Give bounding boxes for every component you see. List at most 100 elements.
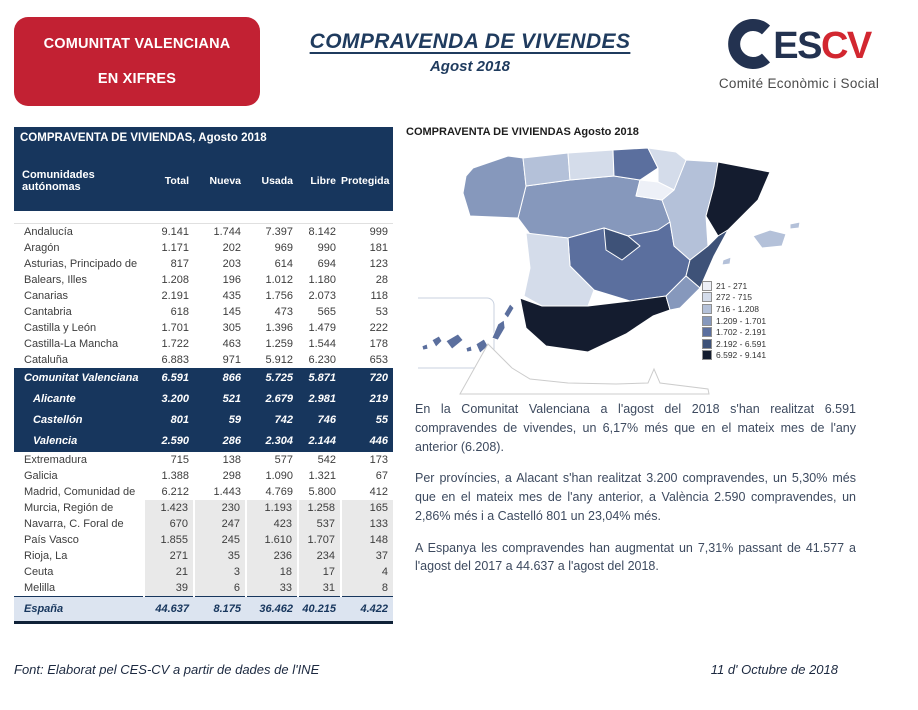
value-cell: 446 [341, 431, 393, 452]
value-cell: 999 [369, 225, 388, 238]
legend-swatch [702, 327, 712, 338]
cescv-logo: ES CV Comité Econòmic i Social [703, 18, 895, 91]
value-cell: 521 [194, 389, 246, 410]
value-cell: 247 [193, 516, 246, 532]
value-cell: 653 [369, 353, 388, 366]
footer-date: 11 d' Octubre de 2018 [710, 662, 838, 677]
value-cell: 234 [297, 548, 341, 564]
value-cell: 3 [193, 564, 246, 580]
region-name-cell: Cataluña [24, 353, 69, 366]
table-row: Valencia 2.590 286 2.304 2.144 446 [14, 431, 393, 452]
region-name-cell: Canarias [24, 289, 69, 302]
value-cell: 1.012 [265, 273, 293, 286]
value-cell: 1.321 [308, 469, 336, 482]
region-name-cell: Cantabria [24, 305, 72, 318]
value-cell: 2.981 [298, 389, 341, 410]
value-cell: 40.215 [298, 596, 341, 623]
value-cell: 2.304 [246, 431, 298, 452]
value-cell: 971 [222, 353, 241, 366]
table-row: Comunitat Valenciana 6.591 866 5.725 5.871 72… [14, 368, 393, 389]
value-cell: 866 [194, 368, 246, 389]
map-region-canarias [465, 345, 473, 353]
value-cell: 2.590 [144, 431, 194, 452]
region-name-cell: Andalucía [24, 225, 73, 238]
table-gap-row [14, 211, 393, 224]
value-cell: 31 [297, 580, 341, 597]
value-cell: 6.883 [161, 353, 189, 366]
region-name-cell: Navarra, C. Foral de [24, 517, 124, 530]
housing-sales-table-panel: COMPRAVENTA DE VIVIENDAS, Agosto 2018 Co… [14, 127, 393, 624]
region-name-cell: Comunitat Valenciana [14, 368, 144, 389]
value-cell: 165 [340, 500, 393, 516]
legend-item: 272 - 715 [702, 292, 766, 304]
table-row: Castellón 801 59 742 746 55 [14, 410, 393, 431]
legend-swatch [702, 338, 712, 349]
value-cell: 715 [170, 453, 189, 466]
value-cell: 9.141 [161, 225, 189, 238]
table-row: Castilla y León 1.701 305 1.396 1.479 222 [14, 320, 393, 336]
value-cell: 1.722 [161, 337, 189, 350]
column-header: Libre [298, 150, 341, 211]
value-cell: 435 [222, 289, 241, 302]
table-row: Murcia, Región de 1.423 230 1.193 1.258 165 [14, 500, 393, 516]
table-title: COMPRAVENTA DE VIVIENDAS, Agosto 2018 [14, 127, 393, 150]
value-cell: 55 [341, 410, 393, 431]
value-cell: 1.707 [297, 532, 341, 548]
table-row: Alicante 3.200 521 2.679 2.981 219 [14, 389, 393, 410]
region-name-cell: Murcia, Región de [24, 501, 114, 514]
region-badge: COMUNITAT VALENCIANA EN XIFRES [14, 17, 260, 106]
value-cell: 138 [222, 453, 241, 466]
value-cell: 2.073 [308, 289, 336, 302]
map-region-balears-ibiza [721, 256, 732, 266]
value-cell: 173 [369, 453, 388, 466]
legend-label: 2.192 - 6.591 [716, 338, 767, 349]
value-cell: 4 [340, 564, 393, 580]
value-cell: 1.544 [308, 337, 336, 350]
value-cell: 1.171 [161, 241, 189, 254]
table-row: Extremadura 715 138 577 542 173 [14, 452, 393, 468]
value-cell: 746 [298, 410, 341, 431]
legend-item: 716 - 1.208 [702, 303, 766, 315]
value-cell: 133 [340, 516, 393, 532]
value-cell: 67 [375, 469, 388, 482]
table-row: País Vasco 1.855 245 1.610 1.707 148 [14, 532, 393, 548]
value-cell: 59 [194, 410, 246, 431]
legend-label: 6.592 - 9.141 [716, 350, 767, 361]
value-cell: 3.200 [144, 389, 194, 410]
value-cell: 1.259 [265, 337, 293, 350]
region-name-cell: Balears, Illes [24, 273, 87, 286]
value-cell: 990 [317, 241, 336, 254]
map-region-canarias [491, 319, 506, 341]
table-row: Ceuta 21 3 18 17 4 [14, 564, 393, 580]
region-name-cell: Castilla-La Mancha [24, 337, 119, 350]
value-cell: 1.744 [213, 225, 241, 238]
map-region-canarias [431, 335, 443, 348]
value-cell: 1.396 [265, 321, 293, 334]
map-region-galicia [462, 155, 527, 219]
table-row: Canarias 2.191 435 1.756 2.073 118 [14, 288, 393, 304]
map-region-cantabria [567, 149, 615, 181]
map-region-madrid [603, 227, 641, 261]
table-row: Asturias, Principado de 817 203 614 694 123 [14, 256, 393, 272]
logo-es-text: ES [773, 25, 822, 67]
legend-item: 1.702 - 2.191 [702, 326, 766, 338]
value-cell: 969 [274, 241, 293, 254]
value-cell: 1.193 [245, 500, 298, 516]
value-cell: 5.725 [246, 368, 298, 389]
region-name-cell: Rioja, La [24, 549, 68, 562]
value-cell: 1.423 [143, 500, 194, 516]
value-cell: 1.180 [308, 273, 336, 286]
value-cell: 37 [340, 548, 393, 564]
value-cell: 6 [193, 580, 246, 597]
value-cell: 8 [340, 580, 393, 597]
legend-item: 21 - 271 [702, 280, 766, 292]
value-cell: 118 [370, 289, 388, 302]
table-row: Balears, Illes 1.208 196 1.012 1.180 28 [14, 272, 393, 288]
paragraph-2: Per províncies, a Alacant s'han realitza… [415, 471, 856, 523]
table-header-row: Comunidades autónomas Total Nueva Usada Libr… [14, 150, 393, 211]
page-subtitle: Agost 2018 [429, 58, 511, 75]
page-footer: Font: Elaborat pel CES-CV a partir de da… [14, 662, 838, 677]
legend-label: 272 - 715 [716, 292, 752, 303]
value-cell: 35 [193, 548, 246, 564]
value-cell: 614 [274, 257, 293, 270]
